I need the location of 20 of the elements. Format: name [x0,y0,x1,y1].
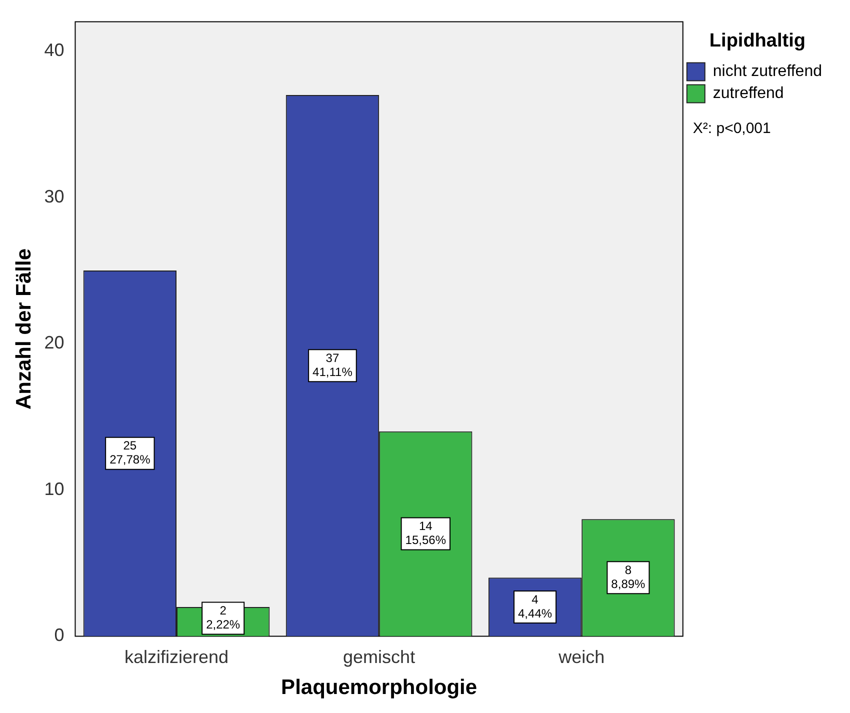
x-tick-label: weich [558,646,605,667]
y-axis-title: Anzahl der Fälle [12,248,36,410]
data-label: 2 2,22% [206,604,240,632]
x-tick-label: kalzifizierend [124,646,229,667]
data-label: 25 27,78% [110,438,151,467]
x-tick-label: gemischt [343,646,416,667]
y-tick-label: 40 [44,40,64,60]
data-label: 14 15,56% [405,519,446,548]
y-tick-label: 30 [44,186,64,206]
data-label: 4 4,44% [518,592,552,620]
legend-label: zutreffend [712,85,784,102]
y-tick-label: 20 [44,332,64,353]
data-label: 37 41,11% [312,350,353,379]
data-label: 8 8,89% [611,563,646,591]
legend-label: nicht zutreffend [712,63,822,80]
text: X²: p<0,001 [692,120,771,137]
y-tick-label: 0 [54,625,64,646]
y-tick-label: 10 [44,478,64,499]
legend-title: Lipidhaltig [709,30,806,52]
x-axis-title: Plaquemorphologie [281,676,478,700]
